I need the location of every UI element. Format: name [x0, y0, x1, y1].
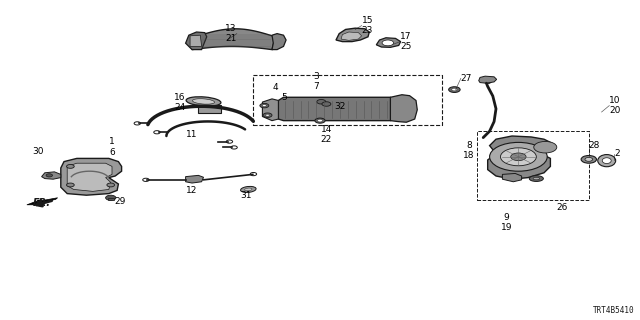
Polygon shape [108, 198, 114, 200]
Polygon shape [272, 34, 286, 50]
Circle shape [263, 113, 272, 117]
Text: 16
24: 16 24 [174, 93, 186, 112]
Ellipse shape [533, 177, 540, 180]
Circle shape [315, 118, 325, 123]
Bar [253, 75, 442, 125]
Polygon shape [376, 38, 401, 47]
Polygon shape [27, 198, 58, 205]
Ellipse shape [241, 187, 256, 192]
Circle shape [322, 102, 331, 106]
Polygon shape [186, 32, 207, 50]
Circle shape [511, 153, 526, 161]
Text: 29: 29 [114, 197, 125, 206]
Circle shape [317, 100, 326, 104]
Text: 10
20: 10 20 [609, 96, 621, 115]
Text: 32: 32 [334, 102, 346, 111]
Circle shape [449, 87, 460, 92]
Circle shape [490, 142, 547, 171]
Bar [477, 131, 589, 200]
Text: 1
6: 1 6 [109, 138, 115, 157]
Circle shape [534, 141, 557, 153]
Circle shape [67, 164, 74, 168]
Text: 2: 2 [614, 149, 620, 158]
Text: 30: 30 [32, 148, 44, 156]
Polygon shape [262, 99, 278, 121]
Polygon shape [190, 35, 202, 46]
Text: TRT4B5410: TRT4B5410 [593, 306, 635, 315]
Polygon shape [186, 175, 204, 183]
Circle shape [581, 156, 596, 163]
Ellipse shape [244, 188, 252, 191]
Text: 9
19: 9 19 [500, 213, 512, 232]
Ellipse shape [602, 158, 611, 164]
Text: FR.: FR. [33, 198, 51, 208]
Circle shape [317, 119, 323, 122]
Text: 15
23: 15 23 [362, 16, 373, 35]
Text: 26: 26 [557, 203, 568, 212]
Text: 8
18: 8 18 [463, 141, 475, 160]
Circle shape [67, 183, 74, 187]
Text: 5: 5 [281, 93, 287, 102]
Polygon shape [390, 95, 417, 122]
Polygon shape [61, 158, 122, 195]
Circle shape [452, 88, 457, 91]
Ellipse shape [193, 99, 214, 104]
Text: 4: 4 [273, 84, 278, 92]
Ellipse shape [186, 97, 221, 106]
Polygon shape [67, 163, 112, 191]
Circle shape [266, 114, 269, 116]
Polygon shape [278, 97, 402, 121]
Text: 11: 11 [186, 130, 197, 139]
Circle shape [262, 105, 266, 107]
Text: 14
22: 14 22 [321, 125, 332, 144]
Polygon shape [192, 29, 275, 50]
Circle shape [500, 148, 536, 166]
Text: 27: 27 [461, 74, 472, 83]
Polygon shape [488, 136, 550, 179]
Circle shape [260, 103, 269, 108]
Text: 12: 12 [186, 186, 197, 195]
Text: 31: 31 [240, 191, 252, 200]
Text: 13
21: 13 21 [225, 24, 237, 43]
Circle shape [585, 157, 593, 161]
Polygon shape [502, 173, 522, 182]
Bar [198, 105, 221, 113]
Circle shape [46, 174, 52, 177]
Circle shape [106, 195, 116, 200]
Polygon shape [341, 32, 362, 40]
Ellipse shape [529, 176, 543, 181]
Polygon shape [42, 172, 61, 179]
Circle shape [107, 183, 115, 187]
Circle shape [382, 40, 394, 46]
Polygon shape [479, 76, 497, 83]
Text: 3
7: 3 7 [314, 72, 319, 91]
Text: 28: 28 [589, 141, 600, 150]
Ellipse shape [598, 155, 616, 167]
Circle shape [484, 80, 492, 84]
Polygon shape [336, 28, 369, 42]
Text: 17
25: 17 25 [400, 32, 412, 51]
